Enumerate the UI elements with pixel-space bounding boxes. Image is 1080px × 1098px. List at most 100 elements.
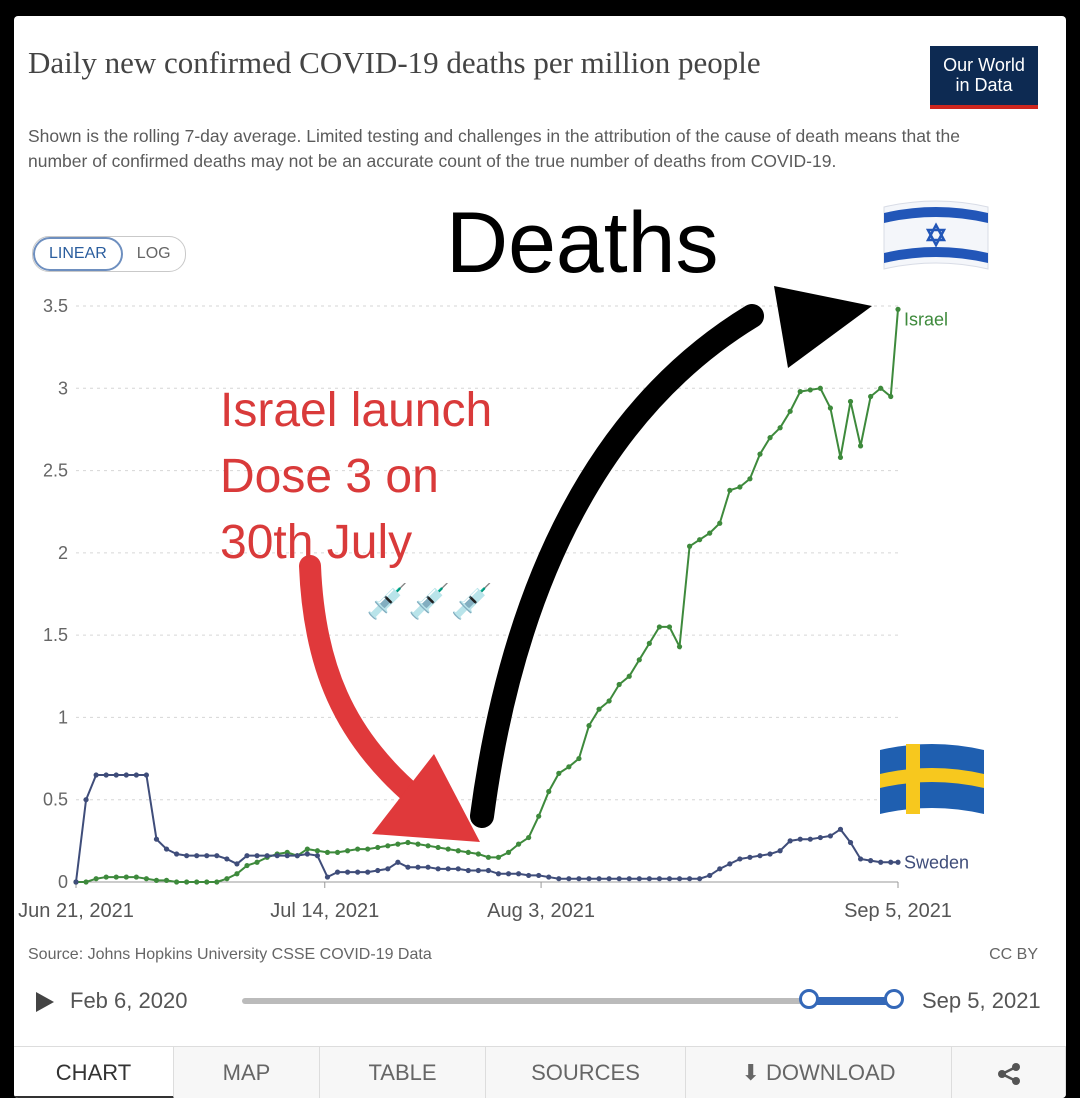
y-tick-label: 1: [58, 707, 68, 727]
y-tick-label: 0.5: [43, 790, 68, 810]
data-point-israel: [445, 846, 451, 852]
data-point-israel: [425, 843, 431, 849]
data-point-sweden: [797, 836, 803, 842]
data-point-israel: [656, 624, 663, 630]
chart-title: Daily new confirmed COVID-19 deaths per …: [28, 45, 761, 80]
data-point-sweden: [455, 866, 461, 872]
data-point-sweden: [616, 876, 622, 882]
timeline-track[interactable]: [242, 998, 894, 1004]
tab-map[interactable]: MAP: [174, 1047, 320, 1098]
data-point-israel: [153, 877, 160, 883]
data-point-israel: [405, 839, 411, 846]
data-point-israel: [526, 834, 532, 841]
data-point-sweden: [495, 871, 502, 877]
bottom-tabs: CHART MAP TABLE SOURCES ⬇ DOWNLOAD: [14, 1046, 1066, 1098]
data-point-sweden: [606, 876, 612, 882]
series-label-sweden: Sweden: [904, 852, 969, 872]
tab-table[interactable]: TABLE: [320, 1047, 486, 1098]
dose-3-annotation: Israel launch Dose 3 on 30th July: [220, 378, 580, 576]
data-point-israel: [847, 398, 854, 405]
log-scale-button[interactable]: LOG: [136, 245, 171, 262]
data-point-sweden: [777, 848, 783, 854]
data-point-sweden: [254, 853, 260, 859]
data-point-sweden: [727, 861, 733, 867]
data-point-sweden: [787, 838, 793, 844]
data-point-israel: [375, 844, 381, 851]
data-point-sweden: [686, 876, 693, 882]
tab-sources[interactable]: SOURCES: [486, 1047, 686, 1098]
owid-logo[interactable]: Our World in Data: [930, 46, 1038, 109]
data-point-israel: [435, 844, 441, 851]
timeline-end-handle[interactable]: [884, 989, 904, 1009]
data-point-israel: [888, 393, 894, 400]
data-point-sweden: [445, 866, 451, 872]
download-icon: ⬇: [741, 1060, 766, 1085]
data-point-sweden: [365, 869, 371, 875]
y-tick-label: 3.5: [43, 296, 68, 316]
tab-download[interactable]: ⬇ DOWNLOAD: [686, 1047, 952, 1098]
data-point-sweden: [173, 851, 180, 857]
data-point-israel: [455, 848, 461, 854]
data-point-israel: [184, 879, 190, 885]
tab-chart[interactable]: CHART: [14, 1047, 174, 1098]
play-icon[interactable]: [36, 992, 54, 1012]
data-point-sweden: [596, 876, 602, 882]
data-point-sweden: [375, 867, 381, 874]
data-point-sweden: [707, 872, 713, 879]
data-point-sweden: [204, 853, 210, 859]
share-icon[interactable]: [952, 1047, 1066, 1098]
data-point-israel: [495, 854, 502, 860]
data-point-sweden: [895, 859, 901, 865]
data-point-sweden: [717, 866, 723, 872]
data-point-sweden: [666, 876, 673, 882]
data-point-sweden: [878, 859, 884, 865]
dose-3-line-3: 30th July: [220, 516, 413, 569]
data-point-sweden: [73, 879, 79, 885]
data-point-sweden: [847, 839, 854, 846]
data-point-sweden: [737, 856, 743, 862]
data-point-sweden: [385, 866, 391, 872]
data-point-israel: [133, 874, 139, 880]
syringe-emojis: 💉💉💉: [366, 583, 494, 621]
data-point-israel: [895, 306, 901, 312]
data-point-sweden: [526, 872, 532, 879]
data-point-israel: [475, 851, 481, 857]
data-point-sweden: [214, 853, 220, 859]
timeline-slider: Feb 6, 2020 Sep 5, 2021: [28, 986, 1048, 1020]
data-point-israel: [103, 874, 109, 880]
data-point-sweden: [656, 876, 663, 882]
data-point-israel: [817, 385, 823, 391]
data-point-sweden: [757, 853, 763, 859]
data-point-sweden: [405, 864, 411, 870]
data-point-israel: [123, 874, 129, 880]
data-point-sweden: [294, 853, 300, 859]
data-point-israel: [204, 879, 210, 885]
data-point-israel: [163, 877, 170, 883]
data-point-sweden: [143, 772, 150, 778]
data-point-israel: [727, 487, 733, 493]
data-point-israel: [214, 879, 220, 885]
data-point-israel: [566, 764, 572, 770]
chart-card: Daily new confirmed COVID-19 deaths per …: [14, 16, 1066, 1098]
data-point-sweden: [435, 866, 441, 872]
data-point-sweden: [485, 867, 492, 874]
timeline-selected-range[interactable]: [809, 997, 894, 1005]
data-point-israel: [586, 723, 592, 729]
source-note[interactable]: Source: Johns Hopkins University CSSE CO…: [28, 946, 432, 963]
data-point-sweden: [184, 853, 190, 859]
linear-scale-button[interactable]: LINEAR: [33, 237, 123, 271]
data-point-sweden: [747, 854, 753, 860]
timeline-start-handle[interactable]: [799, 989, 820, 1009]
black-arrow-annotation: [470, 286, 872, 828]
data-point-sweden: [626, 876, 632, 882]
y-tick-label: 0: [58, 872, 68, 892]
data-point-sweden: [395, 859, 401, 865]
data-point-israel: [777, 425, 783, 431]
data-point-israel: [415, 841, 421, 847]
data-point-israel: [505, 849, 512, 855]
y-tick-label: 1.5: [43, 625, 68, 645]
data-point-sweden: [697, 876, 703, 882]
license-note[interactable]: CC BY: [989, 946, 1038, 963]
data-point-israel: [194, 879, 200, 885]
data-point-israel: [244, 862, 250, 869]
